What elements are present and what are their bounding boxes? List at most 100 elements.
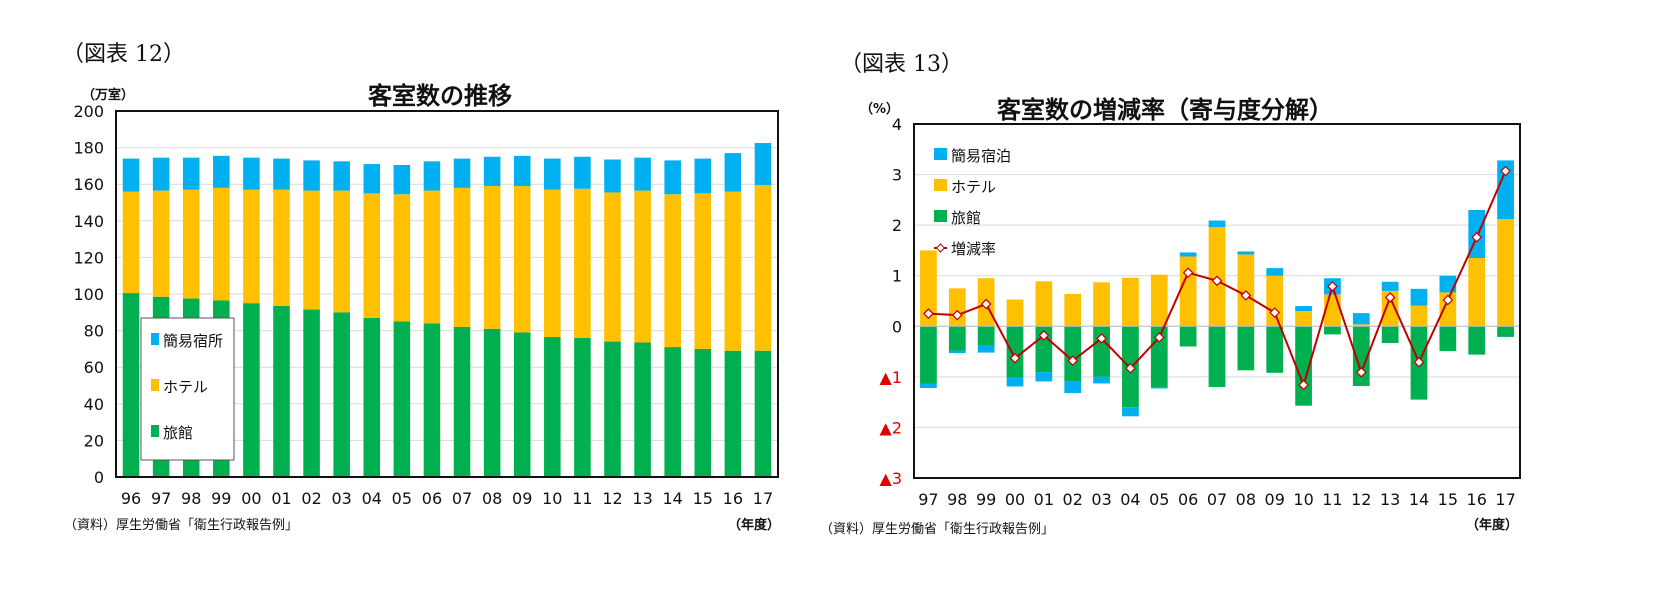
y-tick-label: ▲2 (880, 418, 902, 437)
bar-旅館-00 (1006, 326, 1024, 378)
x-tick-label: 17 (1495, 490, 1515, 509)
bar-旅館-11 (574, 337, 591, 477)
bar-旅館-15 (694, 348, 712, 477)
bar-旅館-97 (920, 326, 937, 384)
bar-旅館-07 (1208, 326, 1226, 387)
y-tick-label: 0 (892, 317, 902, 336)
line-point-11 (1327, 280, 1338, 292)
bar-旅館-06 (423, 323, 441, 477)
x-tick-label: 06 (422, 489, 442, 508)
source-right: （資料）厚生労働省「衛生行政報告例」 (820, 522, 1055, 537)
bar-ホテル-02 (1064, 293, 1082, 327)
bar-ホテル-04 (363, 193, 381, 318)
bar-ホテル-13 (634, 190, 651, 343)
x-tick-label: 10 (542, 489, 562, 508)
bar-簡易宿所-15 (694, 158, 712, 194)
legend-label-簡易宿所: 簡易宿所 (163, 332, 223, 350)
x-tick-label: 14 (663, 489, 683, 508)
x-tick-label: 16 (723, 489, 743, 508)
y-tick-label: 120 (73, 248, 104, 267)
bar-簡易宿所-04 (363, 164, 381, 194)
x-unit-left: （年度） (728, 518, 781, 533)
bar-簡易宿所-05 (393, 164, 411, 195)
bar-簡易宿泊-03 (1093, 376, 1110, 384)
line-point-07 (1211, 275, 1223, 287)
bar-旅館-16 (724, 350, 742, 477)
bar-旅館-03 (333, 312, 350, 477)
bar-旅館-01 (273, 305, 290, 477)
bar-簡易宿所-08 (483, 156, 501, 187)
bar-ホテル-14 (664, 194, 681, 348)
bar-ホテル-01 (1035, 281, 1053, 327)
line-point-97 (923, 308, 934, 319)
y-tick-label: 4 (892, 115, 902, 134)
line-point-05 (1153, 332, 1165, 343)
bar-旅館-08 (1237, 326, 1255, 371)
bar-簡易宿泊-17 (1497, 160, 1514, 220)
y-tick-label: 160 (73, 175, 104, 194)
bar-旅館-12 (1352, 326, 1370, 386)
bar-旅館-08 (483, 328, 501, 477)
legend-label-ホテル: ホテル (951, 178, 996, 196)
bar-ホテル-04 (1122, 277, 1139, 327)
bar-旅館-12 (604, 341, 621, 477)
legend-swatch-ホテル (934, 179, 947, 191)
bar-旅館-99 (977, 326, 995, 345)
x-tick-label: 05 (392, 489, 412, 508)
bar-簡易宿泊-09 (1266, 268, 1284, 276)
bar-旅館-06 (1179, 326, 1197, 347)
bar-旅館-07 (453, 326, 471, 477)
bar-ホテル-03 (333, 190, 350, 313)
bar-ホテル-01 (273, 189, 290, 306)
chart-title-right: 客室数の増減率（寄与度分解） (997, 96, 1333, 124)
y-tick-label: 80 (84, 322, 104, 341)
bar-簡易宿泊-15 (1439, 275, 1457, 293)
bar-簡易宿所-17 (754, 143, 772, 186)
bar-簡易宿泊-07 (1208, 220, 1226, 228)
bar-旅館-09 (1266, 326, 1284, 373)
bar-簡易宿所-10 (544, 158, 561, 190)
bar-簡易宿泊-97 (920, 383, 937, 388)
bar-旅館-00 (243, 303, 260, 477)
legend-swatch-旅館 (934, 210, 947, 222)
x-tick-label: 02 (301, 489, 321, 508)
source-left: （資料）厚生労働省「衛生行政報告例」 (64, 518, 299, 533)
y-tick-label: 140 (73, 212, 104, 231)
legend-marker-増減率 (935, 243, 946, 253)
x-tick-label: 11 (1322, 490, 1342, 509)
bar-ホテル-09 (1266, 275, 1284, 327)
plot-frame (115, 110, 779, 478)
line-point-12 (1355, 366, 1367, 378)
x-tick-label: 16 (1467, 490, 1487, 509)
bar-簡易宿所-00 (243, 157, 260, 190)
x-tick-label: 99 (211, 489, 231, 508)
bar-ホテル-11 (1324, 294, 1341, 327)
legend-swatch-簡易宿泊 (934, 148, 947, 160)
y-tick-label: 40 (84, 395, 104, 414)
bar-ホテル-17 (1497, 219, 1514, 327)
x-tick-label: 10 (1293, 490, 1313, 509)
bar-簡易宿泊-05 (1150, 386, 1168, 389)
x-tick-label: 09 (1265, 490, 1285, 509)
line-point-01 (1038, 330, 1050, 341)
x-tick-label: 99 (976, 490, 996, 509)
bar-簡易宿所-97 (152, 157, 170, 191)
bar-旅館-13 (1381, 326, 1399, 343)
y-tick-label: 60 (84, 358, 104, 377)
y-tick-label: 200 (73, 102, 104, 121)
x-tick-label: 02 (1063, 490, 1083, 509)
x-tick-label: 03 (1091, 490, 1111, 509)
bar-ホテル-96 (122, 191, 140, 294)
bar-ホテル-14 (1410, 305, 1428, 327)
bar-簡易宿所-03 (333, 161, 350, 191)
line-point-17 (1500, 165, 1511, 177)
bar-旅館-17 (1497, 326, 1514, 337)
line-point-13 (1384, 292, 1396, 303)
bar-簡易宿所-09 (513, 155, 531, 187)
bar-ホテル-08 (483, 186, 501, 329)
bar-簡易宿泊-98 (948, 350, 966, 354)
line-point-10 (1298, 379, 1309, 391)
bar-ホテル-97 (920, 250, 937, 327)
bar-ホテル-02 (303, 190, 320, 310)
x-tick-label: 00 (1005, 490, 1025, 509)
